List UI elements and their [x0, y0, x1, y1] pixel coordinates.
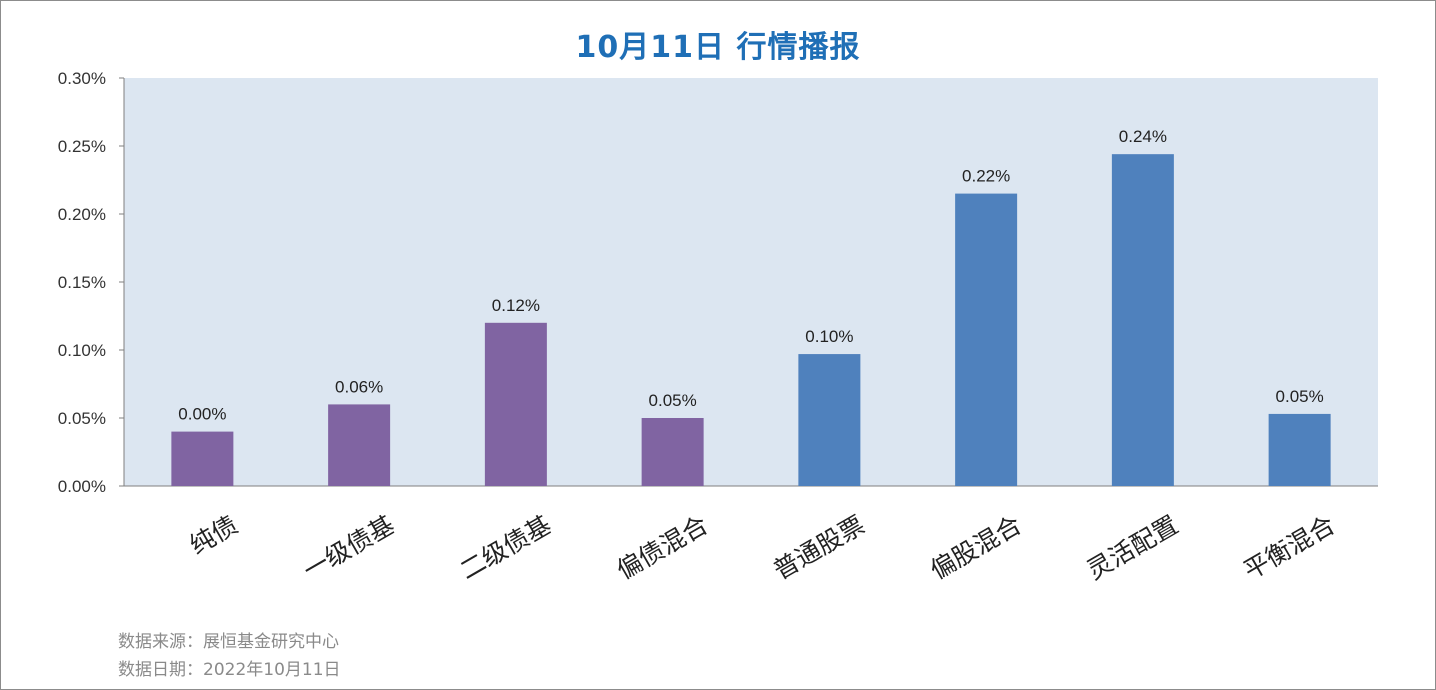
data-label: 0.06% [335, 377, 383, 396]
bar [484, 322, 547, 486]
data-label: 0.10% [805, 327, 853, 346]
bar [171, 431, 234, 486]
y-tick-label: 0.20% [58, 205, 106, 224]
bar [1268, 413, 1331, 486]
x-tick-label: 纯债 [185, 510, 243, 560]
data-source-note: 数据来源：展恒基金研究中心 [118, 632, 339, 652]
bar [955, 193, 1018, 486]
x-tick-label: 平衡混合 [1239, 510, 1340, 585]
x-tick-label: 一级债基 [298, 510, 399, 585]
data-label: 0.12% [492, 296, 540, 315]
y-tick-label: 0.30% [58, 69, 106, 88]
data-date-note: 数据日期：2022年10月11日 [118, 660, 341, 680]
bar [328, 404, 391, 486]
bar [1111, 154, 1174, 486]
y-tick-label: 0.10% [58, 341, 106, 360]
x-tick-label: 灵活配置 [1082, 510, 1183, 585]
data-label: 0.22% [962, 167, 1010, 186]
y-tick-label: 0.15% [58, 273, 106, 292]
footer: 数据来源：展恒基金研究中心 数据日期：2022年10月11日 [118, 628, 341, 684]
data-label: 0.05% [649, 391, 697, 410]
x-tick-label: 普通股票 [768, 510, 869, 585]
data-label: 0.00% [178, 405, 226, 424]
plot-area [124, 78, 1378, 486]
chart-title: 10月11日 行情播报 [575, 30, 861, 65]
y-tick-label: 0.25% [58, 137, 106, 156]
x-tick-label: 二级债基 [455, 510, 556, 585]
data-label: 0.05% [1276, 387, 1324, 406]
y-tick-label: 0.05% [58, 409, 106, 428]
x-tick-label: 偏股混合 [925, 510, 1026, 585]
bar [641, 418, 704, 486]
bar [798, 354, 861, 486]
data-label: 0.24% [1119, 127, 1167, 146]
x-tick-label: 偏债混合 [612, 510, 713, 585]
y-tick-label: 0.00% [58, 477, 106, 496]
